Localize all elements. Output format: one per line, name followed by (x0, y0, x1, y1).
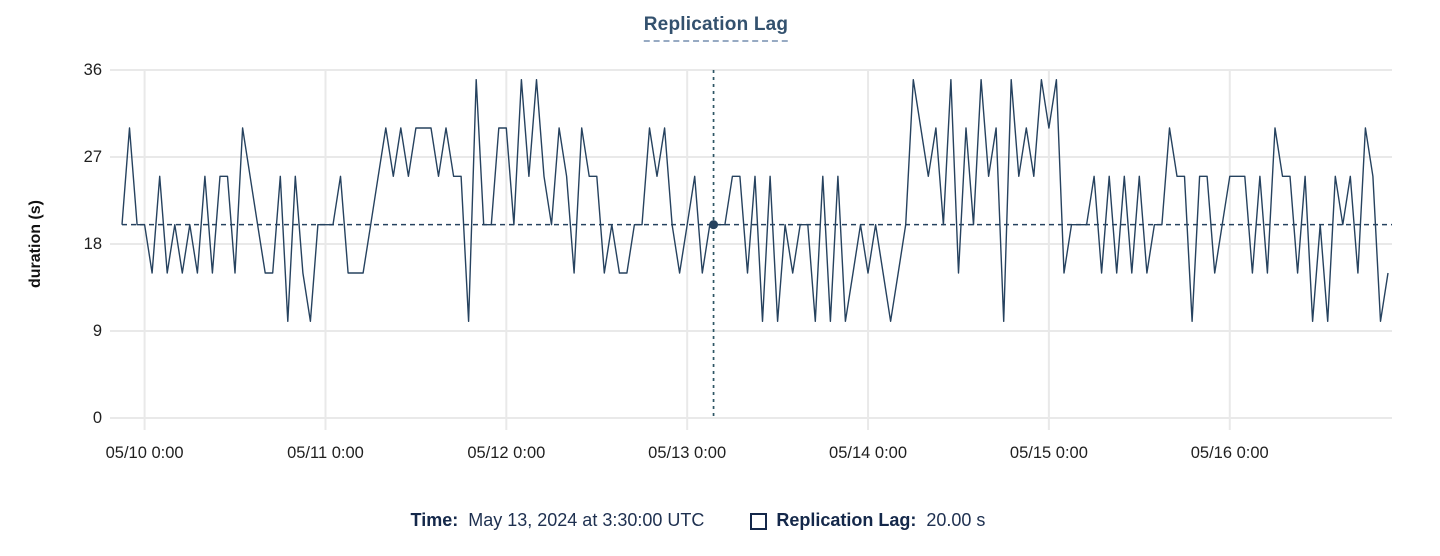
y-tick-label: 18 (83, 235, 102, 253)
x-tick-label: 05/14 0:00 (829, 444, 908, 462)
crosshair-readout: Time: May 13, 2024 at 3:30:00 UTC Replic… (0, 505, 1418, 535)
x-tick-label: 05/15 0:00 (1009, 444, 1088, 462)
y-tick-label: 27 (83, 148, 102, 166)
series-value: 20.00 s (926, 509, 986, 530)
x-tick-label: 05/13 0:00 (648, 444, 727, 462)
x-tick-label: 05/11 0:00 (287, 444, 364, 462)
time-value: May 13, 2024 at 3:30:00 UTC (468, 509, 705, 530)
time-label: Time: (410, 509, 459, 530)
x-tick-label: 05/10 0:00 (105, 444, 184, 462)
x-tick-label: 05/12 0:00 (467, 444, 546, 462)
y-tick-label: 0 (92, 409, 102, 427)
y-tick-label: 9 (92, 322, 102, 340)
grid-lines (110, 69, 1392, 430)
crosshair-marker-dot[interactable] (709, 220, 719, 230)
chart-legend-title[interactable]: Replication Lag (643, 14, 789, 42)
y-tick-label: 36 (83, 61, 102, 79)
x-tick-label: 05/16 0:00 (1190, 444, 1269, 462)
series-line-replication-lag[interactable] (121, 78, 1389, 322)
series-swatch-icon (750, 512, 768, 530)
series-label: Replication Lag: (776, 509, 917, 530)
